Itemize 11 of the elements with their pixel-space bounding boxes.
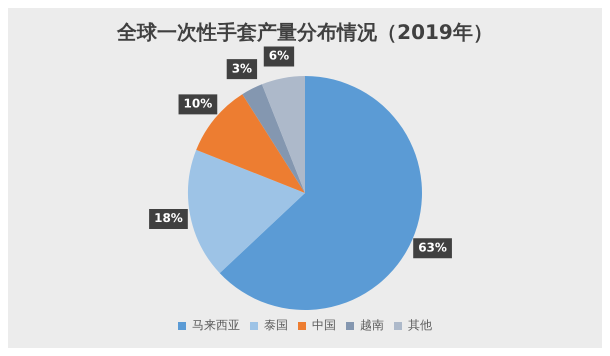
data-label: 63% [418,240,447,254]
legend-label: 中国 [312,318,336,332]
legend-label: 越南 [360,318,384,332]
data-label: 6% [268,48,290,63]
legend-label: 其他 [408,318,432,332]
legend-label: 马来西亚 [192,318,240,332]
legend-label: 泰国 [264,318,288,332]
data-label: 3% [232,61,252,76]
data-label: 10% [184,96,212,111]
data-label: 18% [154,211,183,226]
chart-title: 全球一次性手套产量分布情况（2019年） [116,20,493,44]
